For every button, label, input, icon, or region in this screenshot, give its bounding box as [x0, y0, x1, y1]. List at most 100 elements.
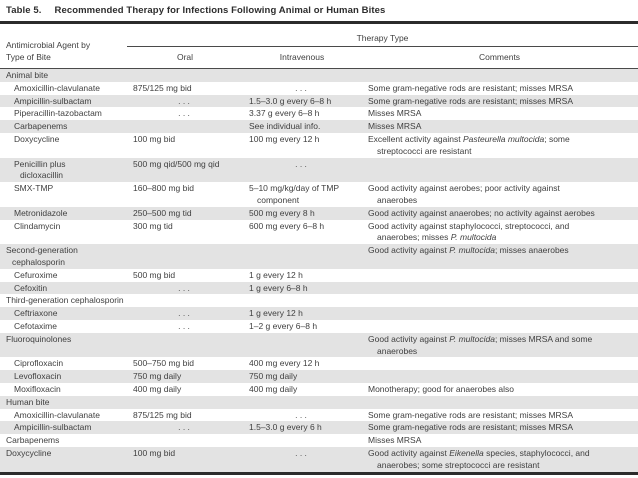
comments-cell — [361, 158, 638, 183]
section-row: Animal bite — [0, 68, 638, 82]
comments-cell: Some gram-negative rods are resistant; m… — [368, 82, 574, 93]
iv-cell: . . . — [295, 409, 307, 420]
agent-cell: Cefuroxime — [14, 269, 58, 280]
table-row: Cefuroxime 500 mg bid 1 g every 12 h — [0, 269, 638, 282]
comments-cell — [361, 69, 638, 82]
species-name: Eikenella — [449, 447, 484, 458]
section-label-cell: Second-generation cephalosporin — [6, 245, 78, 267]
agent-cell: Doxycycline — [6, 447, 52, 458]
comments-cell: Monotherapy; good for anaerobes also — [368, 383, 515, 394]
comments-cell: Some gram-negative rods are resistant; m… — [368, 422, 574, 433]
column-header-agent: Antimicrobial Agent by Type of Bite — [0, 24, 127, 69]
agent-cell: Doxycycline — [14, 133, 60, 144]
oral-cell: 750 mg daily — [133, 371, 182, 382]
agent-cell: Moxifloxacin — [14, 383, 61, 394]
comments-cell: Good activity against aerobes; poor acti… — [368, 183, 560, 205]
table-caption: Recommended Therapy for Infections Follo… — [54, 5, 386, 16]
iv-cell: . . . — [295, 82, 307, 93]
oral-cell: 160–800 mg bid — [133, 183, 194, 194]
comments-cell: Misses MRSA — [368, 108, 422, 119]
agent-cell: Cefoxitin — [14, 282, 48, 293]
agent-cell: Ceftriaxone — [14, 308, 58, 319]
iv-cell: 1.5–3.0 g every 6 h — [249, 422, 322, 433]
iv-cell: 1–2 g every 6–8 h — [249, 320, 318, 331]
table-header: Antimicrobial Agent by Type of Bite Ther… — [0, 24, 638, 69]
comments-cell: Excellent activity against Pasteurella m… — [368, 133, 570, 156]
iv-cell: 400 mg every 12 h — [249, 358, 320, 369]
table-title: Table 5. Recommended Therapy for Infectio… — [0, 0, 638, 24]
oral-cell: . . . — [178, 422, 190, 433]
comments-cell: Good activity against Eikenella species,… — [368, 447, 590, 470]
section-label-cell: Human bite — [6, 396, 50, 407]
oral-cell: 100 mg bid — [133, 447, 176, 458]
oral-cell: . . . — [178, 282, 190, 293]
oral-cell — [127, 244, 243, 269]
section-row: Human bite — [0, 395, 638, 409]
table-row: Ceftriaxone . . . 1 g every 12 h — [0, 307, 638, 320]
table-row: Carbapenems See individual info. Misses MR… — [0, 120, 638, 133]
table-row: Ampicillin-sulbactam . . . 1.5–3.0 g every… — [0, 94, 638, 108]
comments-cell: Misses MRSA — [368, 121, 422, 132]
table-row: Penicillin plus dicloxacillin 500 mg qid/… — [0, 157, 638, 183]
oral-cell: 400 mg daily — [133, 383, 182, 394]
agent-cell: Clindamycin — [14, 220, 61, 231]
oral-cell: 875/125 mg bid — [133, 82, 192, 93]
comments-cell — [361, 320, 638, 333]
oral-cell: . . . — [178, 320, 190, 331]
table-row: Doxycycline 100 mg bid 100 mg every 12 h Ex… — [0, 133, 638, 158]
comments-cell: Good activity against P. multocida; miss… — [368, 245, 569, 256]
comments-cell — [361, 269, 638, 282]
iv-cell: . . . — [295, 447, 307, 458]
table-row: Cefoxitin . . . 1 g every 6–8 h — [0, 281, 638, 295]
iv-cell: 600 mg every 6–8 h — [249, 220, 325, 231]
comments-cell: Some gram-negative rods are resistant; m… — [368, 95, 574, 106]
iv-cell: . . . — [295, 158, 307, 169]
table-row: Clindamycin 300 mg tid 600 mg every 6–8 h G… — [0, 220, 638, 245]
iv-cell: See individual info. — [249, 121, 321, 132]
comments-cell — [361, 294, 638, 307]
iv-cell: 750 mg daily — [249, 371, 298, 382]
comments-cell: Misses MRSA — [368, 435, 422, 446]
comments-cell: Good activity against anaerobes; no acti… — [368, 207, 595, 218]
table-row: Levofloxacin 750 mg daily 750 mg daily — [0, 370, 638, 383]
iv-cell: 5–10 mg/kg/day of TMP component — [249, 183, 340, 205]
section-row: Fluoroquinolones Good activity against P.… — [0, 332, 638, 358]
comments-cell: Some gram-negative rods are resistant; m… — [368, 409, 574, 420]
iv-cell: 1.5–3.0 g every 6–8 h — [249, 95, 332, 106]
oral-cell: . . . — [178, 308, 190, 319]
iv-cell: 3.37 g every 6–8 h — [249, 108, 320, 119]
oral-cell: 500 mg qid/500 mg qid — [133, 158, 220, 169]
oral-cell: . . . — [178, 108, 190, 119]
table-row: Piperacillin-tazobactam . . . 3.37 g every… — [0, 107, 638, 120]
agent-cell: Ampicillin-sulbactam — [14, 422, 92, 433]
table-row: Amoxicillin-clavulanate 875/125 mg bid . .… — [0, 409, 638, 422]
agent-cell: Penicillin plus dicloxacillin — [14, 158, 66, 181]
iv-cell — [243, 294, 361, 307]
section-row: Second-generation cephalosporin Good acti… — [0, 244, 638, 269]
agent-cell: Carbapenems — [6, 435, 60, 446]
column-header-therapy-type: Therapy Type — [127, 24, 638, 47]
oral-cell: 300 mg tid — [133, 220, 173, 231]
iv-cell: 1 g every 12 h — [249, 269, 303, 280]
agent-cell: Cefotaxime — [14, 320, 57, 331]
comments-cell: Good activity against staphylococci, str… — [368, 220, 570, 243]
oral-cell — [127, 396, 243, 409]
species-name: Pasteurella multocida — [462, 133, 545, 144]
comments-cell — [361, 396, 638, 409]
comments-cell — [361, 307, 638, 320]
section-label-cell: Third-generation cephalosporin — [6, 295, 124, 306]
agent-cell: Levofloxacin — [14, 371, 62, 382]
table-body: Animal bite Amoxicillin-clavulanate 875/12… — [0, 68, 638, 473]
section-row: Third-generation cephalosporin — [0, 294, 638, 307]
agent-cell: Metronidazole — [14, 207, 68, 218]
column-header-comments: Comments — [361, 46, 638, 69]
table-row: Moxifloxacin 400 mg daily 400 mg daily Mono… — [0, 383, 638, 396]
comments-cell — [361, 357, 638, 370]
agent-cell: Carbapenems — [14, 121, 68, 132]
comments-cell: Good activity against P. multocida; miss… — [368, 333, 593, 356]
column-header-intravenous: Intravenous — [243, 46, 361, 69]
agent-cell: Ampicillin-sulbactam — [14, 95, 92, 106]
species-name: P. multocida — [450, 232, 497, 243]
section-label-cell: Animal bite — [6, 70, 49, 80]
